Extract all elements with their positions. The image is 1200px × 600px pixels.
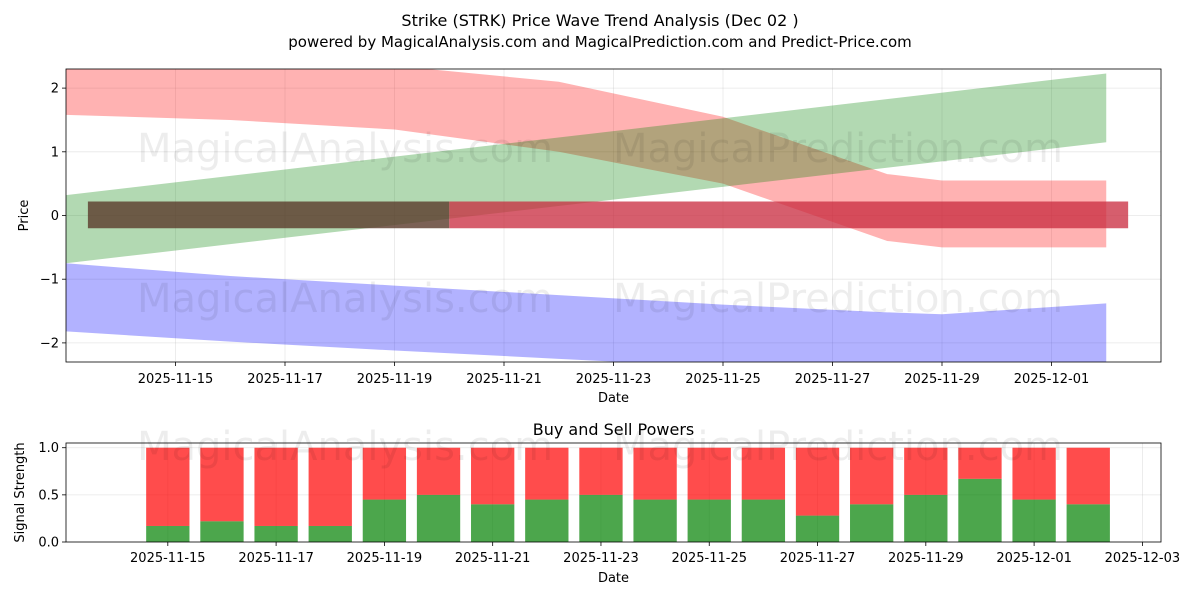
bottom-xtick-label-2: 2025-11-19 [347, 551, 423, 566]
sell-bar-2025-11-17 [254, 447, 298, 526]
sell-bar-2025-11-19 [362, 447, 407, 500]
bottom-xtick-label-0: 2025-11-15 [130, 551, 206, 566]
top-xtick-label-7: 2025-11-29 [904, 372, 980, 387]
watermark-prediction-bottom: MagicalPrediction.com [613, 424, 1063, 470]
sell-bar-2025-11-30 [958, 447, 1002, 479]
buy-bar-2025-11-29 [904, 494, 948, 542]
buy-bar-2025-12-01 [1012, 499, 1056, 542]
buy-bar-2025-11-24 [633, 499, 677, 542]
bottom-ytick-label-2: 0.0 [38, 536, 59, 551]
top-xtick-label-6: 2025-11-27 [795, 372, 871, 387]
sell-bar-2025-11-27 [795, 447, 840, 516]
sell-bar-2025-11-21 [471, 447, 515, 505]
sell-bar-2025-11-24 [633, 447, 677, 500]
top-xtick-label-0: 2025-11-15 [138, 372, 214, 387]
top-y-ticks: 2 1 0 −1 −2 [40, 82, 66, 351]
bottom-xtick-label-7: 2025-11-29 [888, 551, 964, 566]
bottom-xtick-label-1: 2025-11-17 [238, 551, 314, 566]
top-x-axis-label: Date [598, 391, 629, 406]
buy-bar-2025-11-28 [850, 504, 894, 542]
top-x-ticks: 2025-11-15 2025-11-17 2025-11-19 2025-11-21… [138, 362, 1090, 387]
band-flat-bar-right [449, 201, 1129, 229]
watermark-prediction-mid: MagicalPrediction.com [613, 276, 1063, 322]
sell-bar-2025-12-02 [1066, 447, 1110, 505]
top-y-axis-label: Price [17, 200, 32, 232]
buy-bar-2025-11-20 [416, 494, 461, 542]
buy-bar-2025-11-26 [741, 499, 786, 542]
bottom-y-ticks: 1.0 0.5 0.0 [38, 441, 66, 551]
bottom-xtick-label-4: 2025-11-23 [563, 551, 639, 566]
bottom-xtick-label-6: 2025-11-27 [780, 551, 856, 566]
buy-bar-2025-11-19 [362, 499, 407, 542]
top-ytick-label-4: −2 [40, 336, 59, 351]
watermark-analysis-mid: MagicalAnalysis.com [137, 276, 553, 322]
sell-bar-2025-12-01 [1012, 447, 1056, 500]
bottom-x-ticks: 2025-11-15 2025-11-17 2025-11-19 2025-11-21… [130, 542, 1180, 566]
watermark-analysis-top: MagicalAnalysis.com [137, 126, 553, 172]
bottom-plot-title: Buy and Sell Powers [533, 420, 695, 439]
sell-bar-2025-11-26 [741, 447, 786, 500]
top-bands [66, 69, 1129, 362]
top-xtick-label-1: 2025-11-17 [247, 372, 323, 387]
bottom-bars [146, 447, 1110, 542]
top-xtick-label-5: 2025-11-25 [685, 372, 761, 387]
sell-bar-2025-11-20 [416, 447, 461, 495]
watermark-prediction-top: MagicalPrediction.com [613, 126, 1063, 172]
bottom-plot-frame [65, 442, 1162, 543]
buy-bar-2025-11-17 [254, 525, 298, 542]
bottom-xtick-label-3: 2025-11-21 [455, 551, 531, 566]
buy-bar-2025-11-21 [471, 504, 515, 542]
top-xtick-label-2: 2025-11-19 [357, 372, 433, 387]
buy-bar-2025-11-23 [579, 494, 623, 542]
buy-bar-2025-12-02 [1066, 504, 1110, 542]
top-xtick-label-4: 2025-11-23 [576, 372, 652, 387]
top-ytick-label-0: 2 [51, 82, 59, 97]
buy-bar-2025-11-15 [146, 525, 190, 542]
chart-subtitle: powered by MagicalAnalysis.com and Magic… [288, 33, 912, 51]
buy-bar-2025-11-27 [795, 515, 840, 542]
sell-bar-2025-11-16 [200, 447, 244, 522]
buy-bar-2025-11-30 [958, 478, 1002, 542]
bottom-xtick-label-5: 2025-11-25 [671, 551, 747, 566]
top-ytick-label-3: −1 [40, 273, 59, 288]
bottom-xtick-label-8: 2025-12-01 [996, 551, 1072, 566]
sell-bar-2025-11-23 [579, 447, 623, 495]
buy-bar-2025-11-25 [687, 499, 731, 542]
top-xtick-label-8: 2025-12-01 [1014, 372, 1090, 387]
top-xtick-label-3: 2025-11-21 [466, 372, 542, 387]
bottom-ytick-label-1: 0.5 [38, 488, 59, 503]
sell-bar-2025-11-18 [308, 447, 352, 526]
sell-bar-2025-11-15 [146, 447, 190, 526]
top-ytick-label-1: 1 [51, 145, 59, 160]
sell-bar-2025-11-29 [904, 447, 948, 495]
buy-bar-2025-11-18 [308, 525, 352, 542]
band-flat-bar-left [87, 201, 450, 229]
sell-bar-2025-11-28 [850, 447, 894, 505]
chart-title: Strike (STRK) Price Wave Trend Analysis … [401, 11, 798, 30]
bottom-y-axis-label: Signal Strength [13, 442, 28, 542]
bottom-x-axis-label: Date [598, 571, 629, 586]
top-ytick-label-2: 0 [51, 209, 59, 224]
band-blue-band [66, 263, 1107, 362]
watermark-analysis-bottom: MagicalAnalysis.com [137, 424, 553, 470]
buy-bar-2025-11-22 [525, 499, 569, 542]
sell-bar-2025-11-25 [687, 447, 731, 500]
buy-bar-2025-11-16 [200, 521, 244, 542]
bottom-xtick-label-9: 2025-12-03 [1105, 551, 1181, 566]
bottom-ytick-label-0: 1.0 [38, 441, 59, 456]
sell-bar-2025-11-22 [525, 447, 569, 500]
